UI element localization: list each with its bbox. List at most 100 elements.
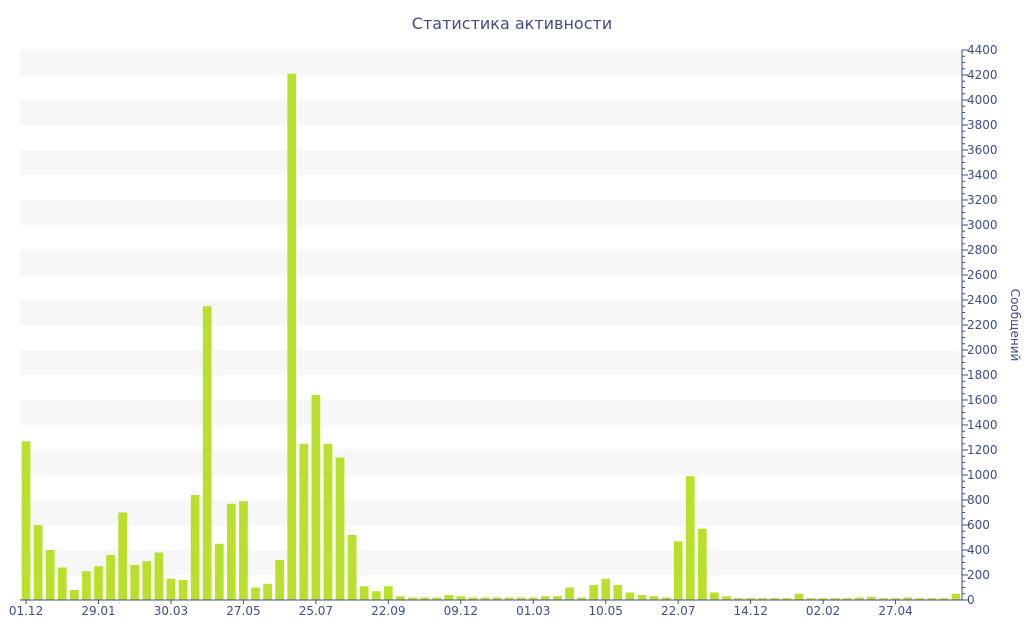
x-tick-label: 27.05: [226, 604, 260, 618]
bar[interactable]: [335, 457, 345, 601]
bar[interactable]: [432, 597, 442, 601]
x-tick-label: 22.07: [661, 604, 695, 618]
x-tick-label: 01.03: [516, 604, 550, 618]
bar[interactable]: [746, 598, 756, 600]
bar[interactable]: [178, 580, 188, 600]
bar[interactable]: [94, 566, 103, 600]
bar[interactable]: [842, 598, 852, 600]
bar[interactable]: [649, 596, 659, 600]
bar[interactable]: [396, 596, 405, 600]
bar[interactable]: [565, 587, 574, 601]
bar[interactable]: [625, 592, 635, 601]
bar[interactable]: [697, 528, 707, 600]
bar[interactable]: [226, 503, 236, 600]
bar[interactable]: [891, 598, 900, 600]
bar[interactable]: [710, 592, 719, 601]
bar[interactable]: [347, 535, 357, 600]
bar[interactable]: [770, 598, 780, 600]
x-tick-label: 14.12: [733, 604, 767, 618]
bar[interactable]: [323, 443, 333, 600]
grid-band: [20, 500, 962, 525]
bar[interactable]: [601, 578, 611, 600]
bar[interactable]: [806, 598, 816, 600]
bar[interactable]: [287, 73, 297, 600]
bar[interactable]: [661, 597, 671, 601]
bar[interactable]: [299, 443, 309, 600]
bar[interactable]: [879, 598, 888, 600]
bar[interactable]: [166, 578, 176, 600]
grid-band: [20, 150, 962, 175]
bar[interactable]: [190, 495, 200, 600]
bar[interactable]: [383, 586, 393, 600]
bar[interactable]: [673, 541, 683, 600]
bar[interactable]: [202, 306, 212, 600]
bars: [21, 73, 961, 601]
bar[interactable]: [734, 598, 743, 600]
bar[interactable]: [69, 590, 79, 600]
bar[interactable]: [239, 501, 248, 600]
bar[interactable]: [21, 441, 31, 600]
bar[interactable]: [782, 598, 792, 600]
bar[interactable]: [854, 597, 864, 601]
bar[interactable]: [903, 597, 913, 601]
bar[interactable]: [456, 596, 466, 600]
bar[interactable]: [106, 555, 115, 600]
bar[interactable]: [637, 595, 647, 600]
bar[interactable]: [540, 596, 550, 600]
bar[interactable]: [528, 597, 538, 601]
bar[interactable]: [577, 597, 586, 601]
bar[interactable]: [794, 593, 804, 600]
bar[interactable]: [939, 598, 949, 600]
bar[interactable]: [214, 543, 224, 600]
bar[interactable]: [359, 586, 369, 600]
bar[interactable]: [867, 596, 876, 600]
bar[interactable]: [468, 597, 478, 601]
bar[interactable]: [927, 598, 937, 600]
bar[interactable]: [154, 552, 164, 601]
bar[interactable]: [57, 567, 67, 601]
x-tick-label: 10.05: [589, 604, 623, 618]
bar[interactable]: [915, 598, 925, 600]
bar[interactable]: [553, 596, 562, 600]
bar[interactable]: [613, 585, 623, 600]
grid-band: [20, 200, 962, 225]
bar[interactable]: [830, 598, 840, 600]
grid-band: [20, 300, 962, 325]
bar[interactable]: [118, 512, 128, 601]
bar[interactable]: [275, 560, 285, 600]
bar[interactable]: [951, 593, 961, 600]
bar[interactable]: [444, 595, 454, 600]
bar[interactable]: [45, 550, 55, 600]
y-tick-label: 2800: [967, 243, 998, 257]
bar[interactable]: [82, 571, 91, 600]
y-tick-label: 2400: [967, 293, 998, 307]
bar[interactable]: [311, 395, 321, 600]
chart-title: Статистика активности: [411, 14, 613, 33]
bar[interactable]: [263, 583, 272, 600]
bar[interactable]: [251, 587, 260, 601]
bar[interactable]: [516, 597, 526, 601]
grid-band: [20, 550, 962, 575]
bar[interactable]: [818, 598, 828, 600]
bar[interactable]: [685, 476, 695, 600]
x-tick-label: 01.12: [9, 604, 43, 618]
bar[interactable]: [408, 597, 417, 601]
x-axis: 01.12 29.01 30.03 27.05 25.07 22.09 09.12 01.03…: [9, 599, 962, 618]
bar[interactable]: [758, 598, 768, 600]
bar[interactable]: [589, 585, 599, 600]
y-tick-label: 3200: [967, 193, 998, 207]
y-tick-label: 1400: [967, 418, 998, 432]
x-tick-label: 02.02: [806, 604, 840, 618]
bar[interactable]: [722, 596, 731, 600]
bar[interactable]: [33, 525, 43, 600]
bar[interactable]: [420, 597, 429, 601]
bar[interactable]: [130, 565, 140, 600]
bar[interactable]: [142, 561, 152, 600]
bar[interactable]: [480, 597, 490, 601]
bar[interactable]: [371, 591, 381, 600]
y-tick-label: 3600: [967, 143, 998, 157]
grid-band: [20, 450, 962, 475]
bar[interactable]: [492, 597, 502, 601]
y-axis: 0 200 400 600 800 1000 1200 1400 1600 1800 2000 220…: [961, 43, 998, 607]
bar[interactable]: [504, 597, 514, 601]
